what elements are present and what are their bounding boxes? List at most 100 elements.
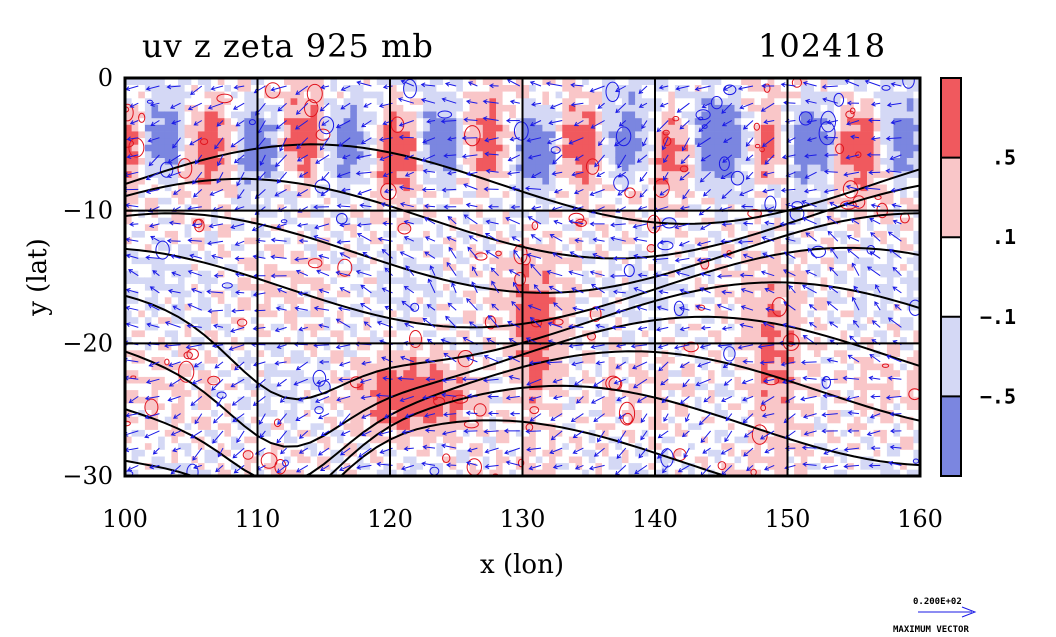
vorticity-cell (244, 343, 252, 351)
vorticity-cell (337, 369, 344, 377)
vorticity-cell (297, 104, 305, 112)
vorticity-cell (509, 290, 517, 298)
vorticity-cell (476, 190, 484, 198)
vorticity-cell (330, 462, 338, 470)
vorticity-cell (423, 403, 431, 410)
vorticity-cell (575, 144, 583, 152)
vorticity-cell (297, 429, 305, 437)
vorticity-cell (284, 270, 291, 278)
vorticity-cell (158, 323, 166, 331)
vorticity-cell (303, 144, 311, 152)
vorticity-cell (482, 177, 490, 185)
vorticity-cell (151, 137, 159, 145)
vorticity-cell (284, 104, 291, 112)
vorticity-cell (164, 204, 172, 211)
vorticity-cell (436, 144, 444, 152)
vorticity-cell (416, 164, 424, 172)
vorticity-cell (211, 263, 219, 271)
vorticity-cell (270, 449, 278, 457)
vorticity-cell (496, 283, 503, 291)
vorticity-cell (144, 343, 152, 351)
vorticity-cell (502, 436, 510, 444)
vorticity-cell (522, 449, 530, 457)
vorticity-cell (197, 111, 205, 119)
vorticity-cell (178, 243, 185, 251)
vorticity-cell (264, 91, 272, 99)
vorticity-cell (489, 263, 497, 271)
vorticity-cell (621, 429, 629, 437)
vorticity-cell (284, 204, 291, 211)
vorticity-cell (237, 422, 245, 430)
vorticity-cell (575, 217, 583, 225)
vorticity-cell (303, 369, 311, 377)
vorticity-cell (595, 422, 603, 430)
vorticity-cell (290, 363, 298, 371)
vorticity-cell (257, 184, 265, 192)
vorticity-cell (648, 170, 656, 178)
vorticity-cell (125, 449, 132, 457)
vorticity-cell (443, 97, 450, 105)
vorticity-cell (595, 283, 603, 291)
vorticity-cell (231, 263, 238, 271)
vorticity-cell (356, 91, 364, 99)
vorticity-cell (164, 164, 172, 172)
vorticity-cell (363, 104, 371, 112)
vorticity-cell (469, 303, 477, 311)
vorticity-cell (337, 111, 344, 119)
vorticity-cell (535, 243, 543, 251)
vorticity-cell (317, 204, 325, 211)
vorticity-cell (144, 91, 152, 99)
vorticity-cell (674, 403, 682, 410)
vorticity-cell (562, 97, 570, 105)
vorticity-cell (204, 197, 212, 205)
vorticity-cell (211, 323, 219, 331)
vorticity-cell (171, 336, 179, 344)
vorticity-cell (363, 343, 371, 351)
vorticity-cell (416, 97, 424, 105)
vorticity-cell (330, 230, 338, 238)
vorticity-cell (509, 442, 517, 450)
vorticity-cell (356, 137, 364, 145)
vorticity-cell (330, 422, 338, 430)
vorticity-cell (443, 184, 450, 192)
vorticity-cell (661, 303, 669, 311)
vorticity-cell (648, 164, 656, 172)
vorticity-cell (641, 117, 649, 125)
vorticity-cell (191, 151, 199, 158)
vorticity-cell (244, 137, 252, 145)
vorticity-cell (462, 462, 470, 470)
vorticity-cell (191, 250, 199, 258)
vorticity-cell (217, 456, 225, 464)
vorticity-cell (668, 303, 676, 311)
vorticity-cell (628, 363, 636, 371)
vorticity-cell (270, 151, 278, 158)
vorticity-cell (582, 250, 590, 258)
vorticity-cell (197, 197, 205, 205)
vorticity-cell (436, 151, 444, 158)
vorticity-cell (509, 462, 517, 470)
vorticity-cell (409, 303, 417, 311)
vorticity-cell (350, 217, 358, 225)
vorticity-cell (237, 283, 245, 291)
vorticity-cell (595, 223, 603, 231)
vorticity-cell (509, 91, 517, 99)
vorticity-cell (330, 396, 338, 404)
vorticity-cell (303, 277, 311, 284)
vorticity-cell (409, 389, 417, 397)
vorticity-cell (549, 409, 556, 417)
vorticity-cell (456, 310, 464, 318)
vorticity-cell (138, 350, 146, 357)
vorticity-cell (462, 270, 470, 278)
vorticity-cell (409, 290, 417, 298)
vorticity-cell (588, 137, 596, 145)
vorticity-cell (231, 257, 238, 265)
vorticity-cell (158, 204, 166, 211)
vorticity-cell (595, 97, 603, 105)
vorticity-cell (158, 177, 166, 185)
vorticity-cell (191, 416, 199, 424)
vorticity-cell (396, 422, 404, 430)
vorticity-cell (383, 330, 391, 338)
vorticity-cell (330, 296, 338, 304)
vorticity-cell (204, 270, 212, 278)
vorticity-cell (337, 283, 344, 291)
